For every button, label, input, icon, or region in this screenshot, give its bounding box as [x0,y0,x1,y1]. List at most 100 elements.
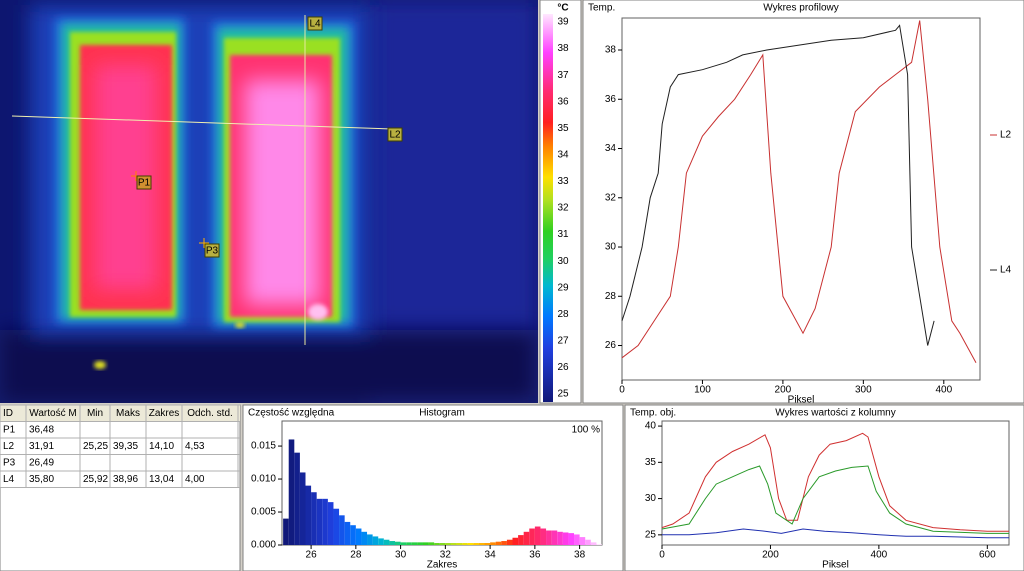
table-cell: 14,10 [149,441,174,452]
scale-tick-label: 36 [557,96,569,107]
scale-tick-label: 25 [557,389,569,400]
histogram-bar [344,521,351,545]
histogram-bar [417,542,423,545]
histogram-bar [501,541,507,545]
table-cell: 31,91 [29,441,54,452]
x-tick-label: 38 [574,550,586,561]
table-cell: L2 [3,441,15,452]
histogram-bar [534,526,541,545]
histogram-bar [557,531,563,545]
y-axis-label: Częstość względna [248,408,335,419]
y-tick-label: 28 [605,291,617,302]
x-axis-label: Zakres [427,560,458,571]
scale-tick-label: 39 [557,17,569,28]
table-header: Maks [116,408,140,419]
histogram-bar [596,544,602,545]
table-header: Wartość M [29,408,76,419]
x-tick-label: 0 [619,385,625,396]
histogram-bar [299,472,306,545]
histogram-bar [316,498,323,545]
y-axis-label: Temp. obj. [630,408,676,419]
x-axis-label: Piksel [788,395,815,406]
line-label: L4 [309,19,321,30]
y-tick-label: 0.000 [251,540,276,551]
y-tick-label: 40 [645,421,657,432]
histogram-bar [327,502,334,545]
table-cell: 38,96 [113,474,138,485]
point-label: P1 [138,178,151,189]
histogram-bar [512,537,519,545]
x-axis-label: Piksel [822,560,849,571]
plot-area [661,420,1010,546]
histogram-bar [411,542,418,545]
histogram-bar [478,543,485,545]
x-tick-label: 200 [775,385,792,396]
x-tick-label: 32 [440,550,452,561]
histogram-bar [339,515,345,545]
line-label: L2 [389,130,401,141]
histogram-bar [562,532,569,545]
legend-label: L4 [1000,265,1012,276]
point-label: P3 [206,246,219,257]
plot-area [621,17,981,381]
histogram-bar [568,533,575,545]
histogram-bar [506,539,513,545]
histogram-bar [523,531,530,545]
histogram-bar [574,534,580,545]
table-cell: 39,35 [113,441,138,452]
histogram-bar [305,485,312,545]
histogram-bar [467,543,474,545]
thermal-image: L4 L2 P1 P3 [0,0,538,403]
table-cell: P1 [3,424,16,435]
x-tick-label: 300 [855,385,872,396]
histogram-bar [378,538,384,545]
x-tick-label: 28 [350,550,362,561]
histogram-bar [422,542,429,545]
series-line [662,528,1009,539]
y-axis-label: Temp. [588,3,615,14]
histogram-bar [585,539,591,545]
histogram-bar [495,541,502,545]
histogram-bar [490,542,496,545]
histogram-bar [367,534,373,545]
chart-title: Wykres profilowy [763,3,838,14]
histogram-bar [462,543,468,545]
scale-tick-label: 38 [557,43,569,54]
chart-title: Histogram [419,408,465,419]
histogram-bar [456,543,463,545]
y-tick-label: 0.015 [251,441,276,452]
histogram-bar [529,528,535,545]
table-header: ID [3,408,13,419]
series-line [621,24,935,346]
histogram-bar [355,528,362,545]
x-tick-label: 34 [485,550,497,561]
table-header: Zakres [149,408,180,419]
histogram-bar [406,542,412,545]
y-tick-label: 32 [605,192,617,203]
x-tick-label: 30 [395,550,407,561]
scale-tick-label: 26 [557,362,569,373]
histogram-bar [484,543,491,545]
series-line [621,20,977,364]
histogram-bar [450,543,457,545]
histogram-bar [383,539,390,545]
y-tick-label: 38 [605,45,617,56]
histogram-bar [294,452,300,545]
x-tick-label: 400 [935,385,952,396]
x-tick-label: 36 [529,550,541,561]
scale-tick-label: 27 [557,335,569,346]
y-tick-label: 30 [605,242,617,253]
scale-tick-label: 28 [557,309,569,320]
scale-unit: °C [557,3,568,14]
scale-tick-label: 30 [557,256,569,267]
histogram-bar [551,530,558,545]
histogram-bar [322,498,328,545]
histogram-bar [361,531,368,545]
y-tick-label: 36 [605,94,617,105]
table-cell: 13,04 [149,474,174,485]
table-cell: 4,53 [185,441,205,452]
histogram-bar [395,541,401,545]
histogram-bar [590,542,597,545]
table-cell: 36,48 [29,424,54,435]
histogram-bar [428,542,435,545]
